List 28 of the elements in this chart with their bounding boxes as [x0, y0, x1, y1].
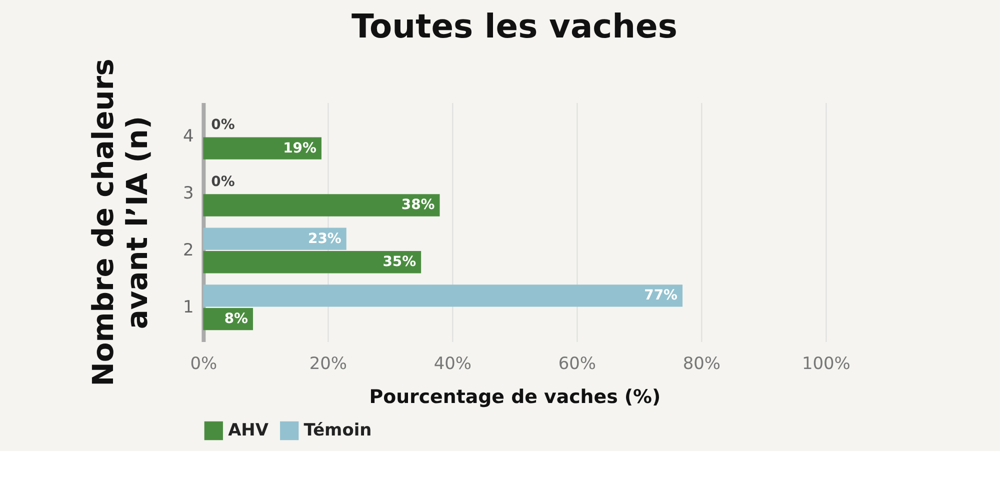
data-label: 0% — [211, 174, 235, 190]
x-axis-title: Pourcentage de vaches (%) — [369, 386, 661, 408]
bar — [203, 251, 422, 274]
x-tick-label: 20% — [309, 352, 347, 373]
data-label: 38% — [401, 197, 435, 214]
y-tick-label: 2 — [182, 239, 194, 260]
y-tick-label: 1 — [182, 296, 194, 316]
y-axis-title: Nombre de chaleurs avant l’IA (n) — [86, 58, 154, 386]
x-tick-label: 100% — [802, 352, 850, 373]
x-tick-label: 0% — [190, 352, 218, 373]
legend-label: AHV — [228, 420, 270, 440]
x-tick-label: 60% — [558, 352, 596, 373]
y-tick-label: 3 — [182, 182, 194, 203]
data-label: 8% — [224, 311, 248, 328]
x-tick-label: 80% — [682, 352, 721, 373]
bar — [203, 284, 683, 307]
data-label: 23% — [308, 230, 342, 247]
chart-title: Toutes les vaches — [352, 6, 678, 46]
data-label: 0% — [211, 116, 235, 133]
bar — [203, 228, 346, 250]
data-label: 77% — [644, 288, 678, 304]
data-label: 19% — [283, 140, 317, 156]
data-label: 35% — [382, 254, 416, 270]
y-tick-label: 4 — [182, 126, 194, 146]
legend-label: Témoin — [304, 420, 372, 440]
x-tick-label: 40% — [434, 352, 472, 373]
bar — [203, 137, 322, 160]
bar — [203, 194, 440, 216]
